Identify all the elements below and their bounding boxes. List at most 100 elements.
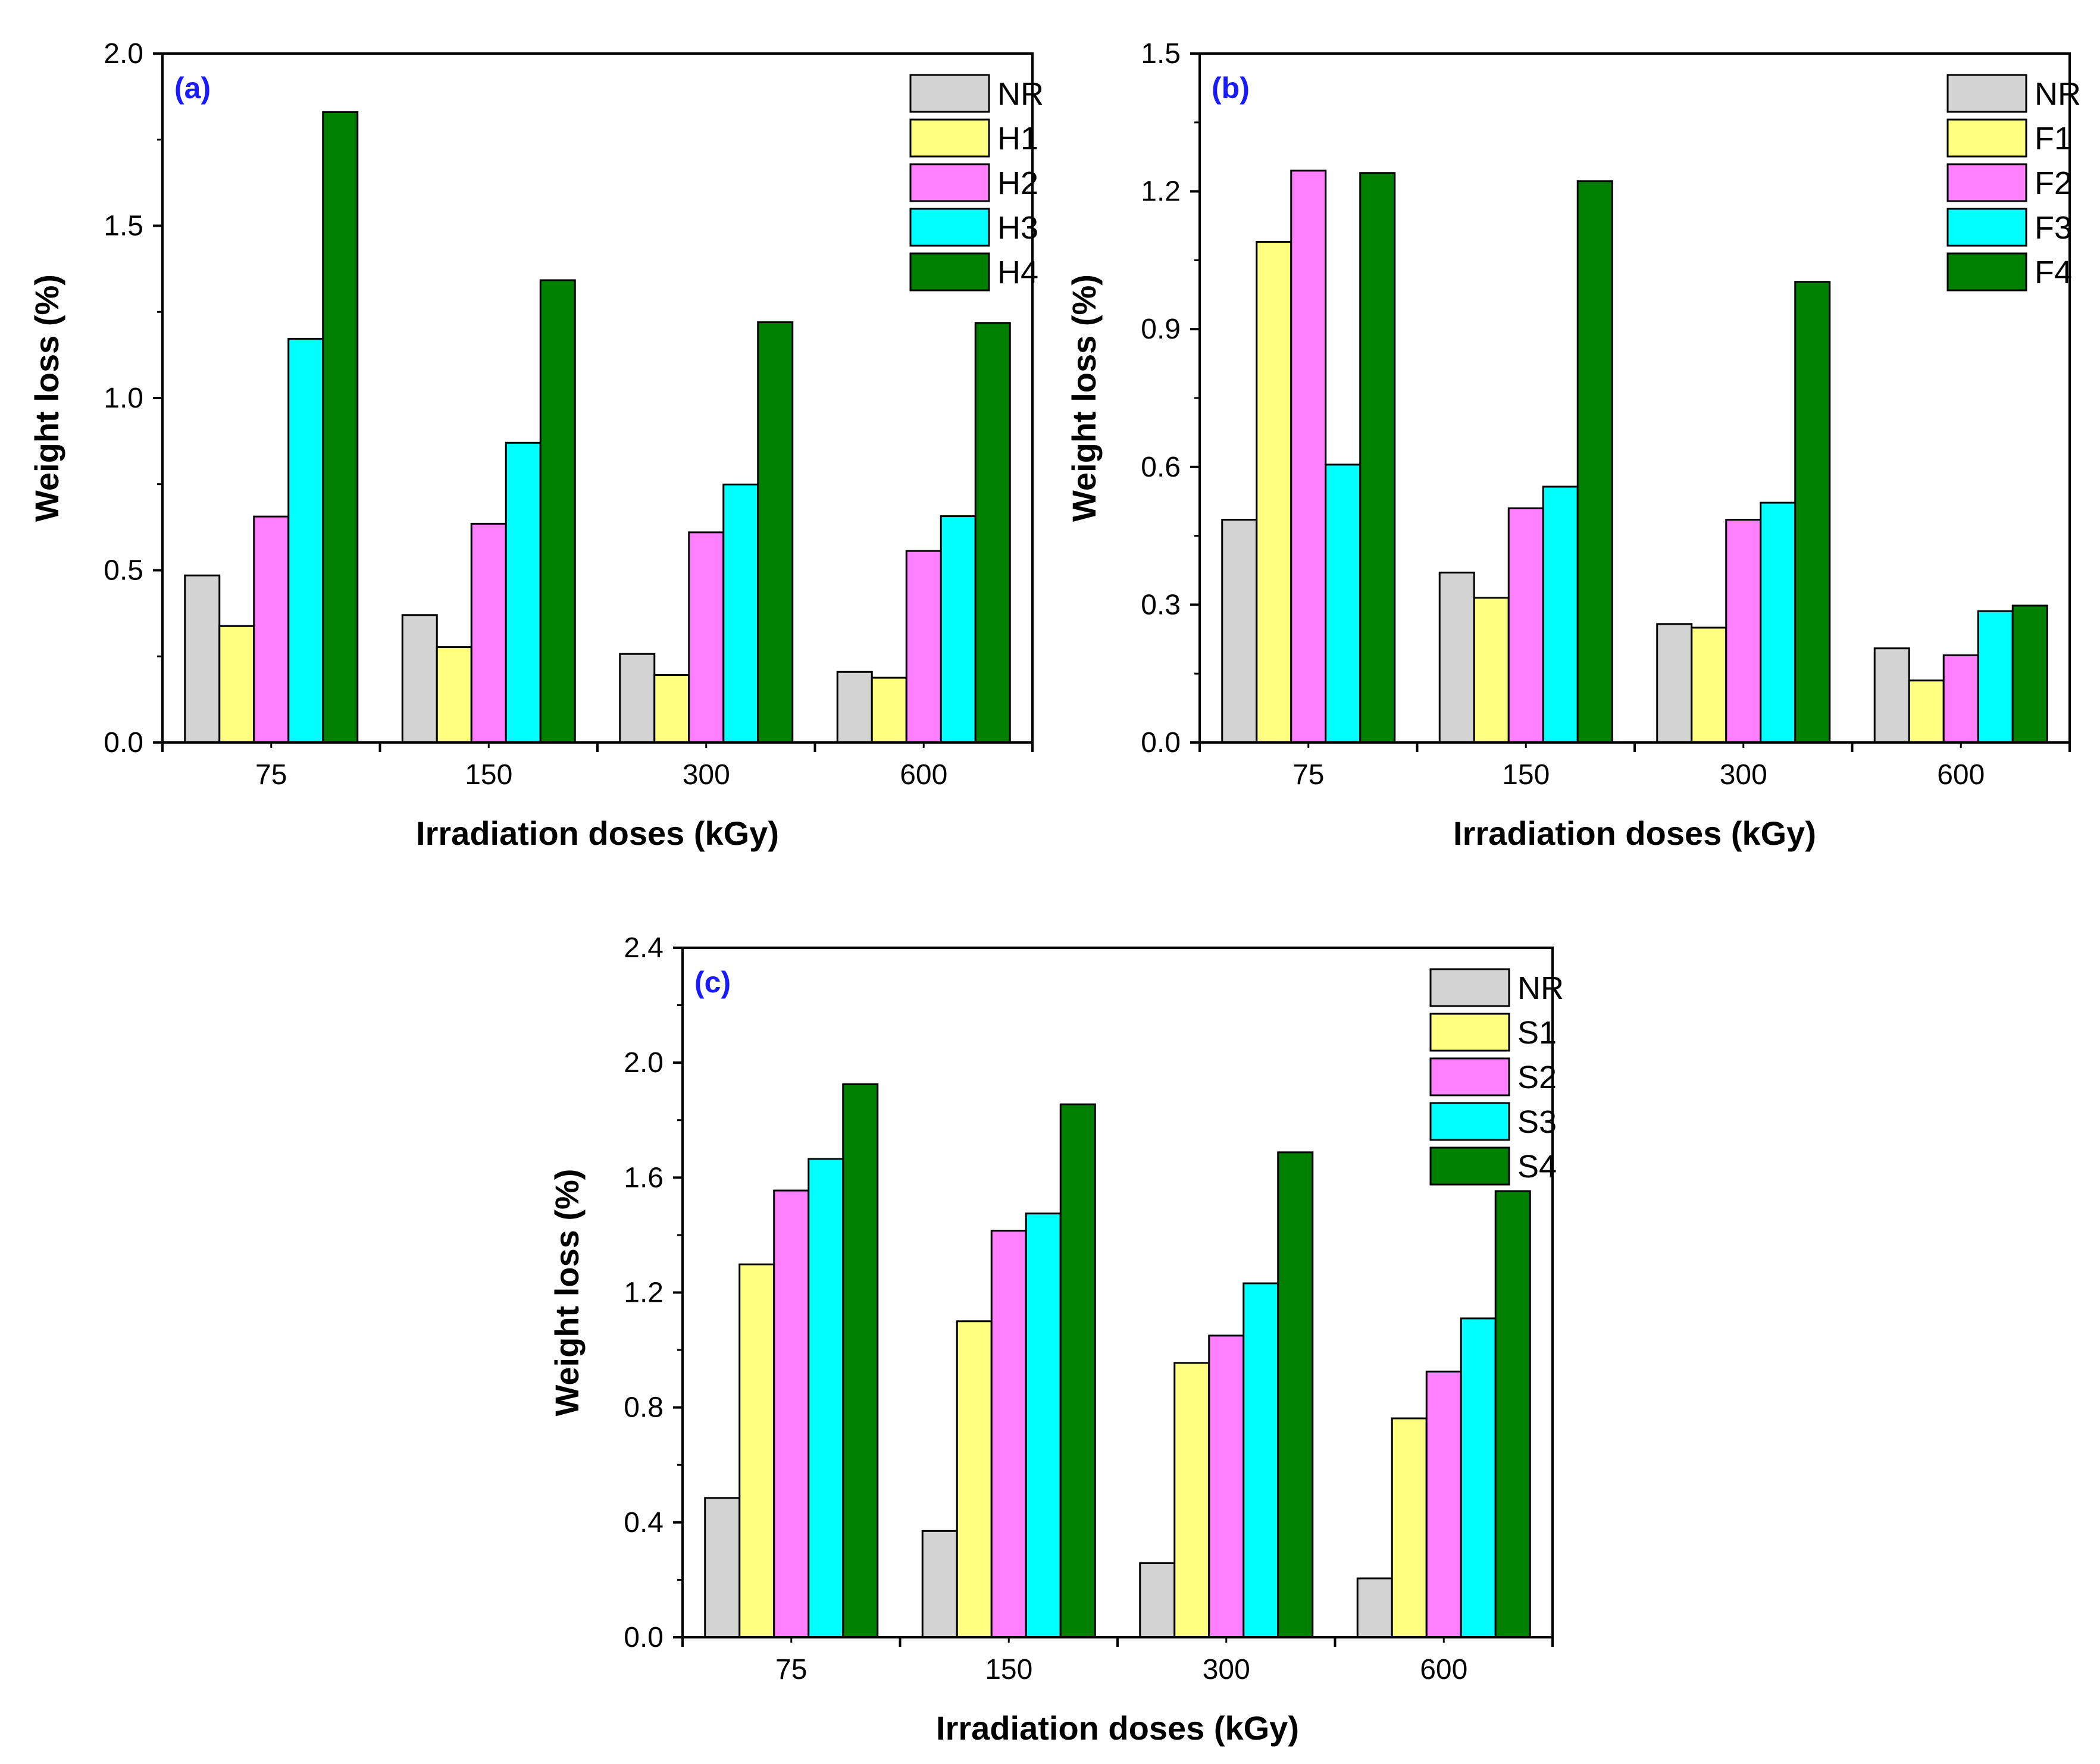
bar-F1-75	[1256, 241, 1292, 744]
legend-swatch-S2	[1429, 1057, 1510, 1096]
legend-swatch-S3	[1429, 1102, 1510, 1141]
legend-label-S4: S4	[1517, 1149, 1557, 1185]
legend-label-F1: F1	[2035, 121, 2072, 156]
bar-NR-600	[836, 670, 873, 744]
legend-swatch-H2	[909, 163, 990, 202]
bar-F1-600	[1908, 679, 1945, 744]
x-axis-title: Irradiation doses (kGy)	[936, 1709, 1299, 1747]
legend-label-H2: H2	[997, 165, 1038, 201]
bar-H1-600	[871, 676, 907, 744]
legend-swatch-H4	[909, 252, 990, 292]
legend-label-H1: H1	[997, 121, 1038, 156]
chart-panel-2: 0.0 0.4 0.8 1.2 1.6 2.0 2.4 75 150 300 600 Irradiat…	[548, 932, 1564, 1747]
bar-H2-600	[905, 550, 942, 744]
x-tick-label: 150	[985, 1654, 1032, 1685]
y-axis-title: Weight loss (%)	[28, 274, 65, 522]
bar-H4-600	[974, 322, 1011, 744]
legend-swatch-F2	[1946, 163, 2027, 202]
legend-label-F3: F3	[2035, 210, 2072, 246]
bar-NR-300	[1656, 623, 1693, 744]
x-tick-label: 75	[775, 1654, 807, 1685]
y-axis-title: Weight loss (%)	[1065, 274, 1103, 522]
bar-H4-75	[322, 111, 359, 744]
bar-S1-300	[1173, 1362, 1210, 1638]
bar-F3-150	[1542, 485, 1579, 744]
legend-label-NR: NR	[1517, 970, 1564, 1006]
bar-NR-300	[1139, 1562, 1176, 1638]
y-tick-label: 0.5	[104, 555, 143, 587]
bar-S1-75	[738, 1263, 775, 1638]
y-tick-label: 0.6	[1141, 452, 1181, 483]
bar-NR-75	[184, 574, 221, 744]
legend-swatch-NR	[1429, 968, 1510, 1007]
bar-NR-150	[1438, 571, 1475, 744]
legend-swatch-F4	[1946, 252, 2027, 292]
bar-F4-600	[2011, 604, 2048, 744]
legend-swatch-NR	[909, 74, 990, 113]
bar-S4-600	[1494, 1190, 1531, 1638]
chart-panel-1: 0.0 0.3 0.6 0.9 1.2 1.5 75 150 300 600 Irradiation…	[1065, 38, 2081, 852]
legend-label-F2: F2	[2035, 165, 2072, 201]
y-axis-title: Weight loss (%)	[548, 1169, 586, 1417]
bar-NR-150	[401, 614, 438, 744]
x-tick-label: 75	[255, 759, 287, 791]
bar-NR-75	[1221, 519, 1258, 744]
legend-swatch-H1	[909, 118, 990, 158]
bar-NR-75	[704, 1497, 741, 1638]
bar-H3-150	[505, 441, 542, 744]
bar-H2-150	[470, 522, 507, 744]
x-tick-label: 150	[465, 759, 512, 791]
y-tick-label: 1.5	[1141, 38, 1181, 70]
legend-swatch-S4	[1429, 1146, 1510, 1186]
bar-F3-300	[1760, 502, 1797, 744]
x-tick-label: 600	[1420, 1654, 1467, 1685]
bar-F2-600	[1942, 654, 1979, 744]
y-tick-label: 0.0	[104, 727, 143, 759]
x-tick-label: 300	[1203, 1654, 1250, 1685]
legend-label-S2: S2	[1517, 1060, 1557, 1095]
x-tick-label: 150	[1502, 759, 1550, 791]
bar-F1-150	[1473, 597, 1510, 744]
legend-swatch-S1	[1429, 1013, 1510, 1052]
bar-NR-300	[619, 653, 656, 744]
bar-H4-300	[757, 321, 794, 744]
x-tick-label: 600	[1937, 759, 1985, 791]
x-tick-label: 300	[1720, 759, 1767, 791]
bar-F2-150	[1507, 507, 1544, 744]
bar-S3-75	[808, 1158, 844, 1638]
bar-F4-300	[1794, 281, 1831, 744]
bar-S3-600	[1460, 1317, 1497, 1638]
bar-H3-600	[940, 515, 977, 744]
y-tick-label: 1.2	[1141, 176, 1181, 208]
bar-H1-150	[436, 646, 472, 744]
legend-label-NR: NR	[997, 76, 1044, 112]
legend-label-S1: S1	[1517, 1015, 1557, 1051]
y-tick-label: 1.0	[104, 383, 143, 414]
legend-label-NR: NR	[2035, 76, 2081, 112]
bar-NR-600	[1873, 647, 1910, 744]
y-tick-label: 0.0	[1141, 727, 1181, 759]
chart-panel-0: 0.0 0.5 1.0 1.5 2.0 75 150 300 600 Irradiation do…	[28, 38, 1044, 852]
y-tick-label: 0.4	[624, 1507, 664, 1539]
x-tick-label: 75	[1292, 759, 1324, 791]
y-tick-label: 1.2	[624, 1277, 664, 1309]
x-axis-title: Irradiation doses (kGy)	[1453, 814, 1816, 852]
y-tick-label: 1.5	[104, 211, 143, 242]
bar-H3-300	[722, 483, 759, 744]
bar-H3-75	[287, 337, 324, 744]
legend-swatch-H3	[909, 208, 990, 247]
legend-swatch-F3	[1946, 208, 2027, 247]
bar-H4-150	[539, 279, 576, 744]
bar-S2-75	[773, 1189, 810, 1638]
y-tick-label: 0.8	[624, 1392, 664, 1424]
legend-label-H3: H3	[997, 210, 1038, 246]
bar-S1-600	[1391, 1417, 1428, 1638]
y-tick-label: 0.3	[1141, 589, 1181, 621]
panel-label: (a)	[174, 71, 211, 105]
bar-S4-150	[1059, 1103, 1096, 1638]
bar-F3-75	[1325, 463, 1362, 744]
bar-S2-150	[990, 1230, 1027, 1638]
bar-S4-300	[1277, 1151, 1314, 1638]
bar-NR-600	[1356, 1577, 1393, 1638]
legend-label-S3: S3	[1517, 1104, 1557, 1140]
